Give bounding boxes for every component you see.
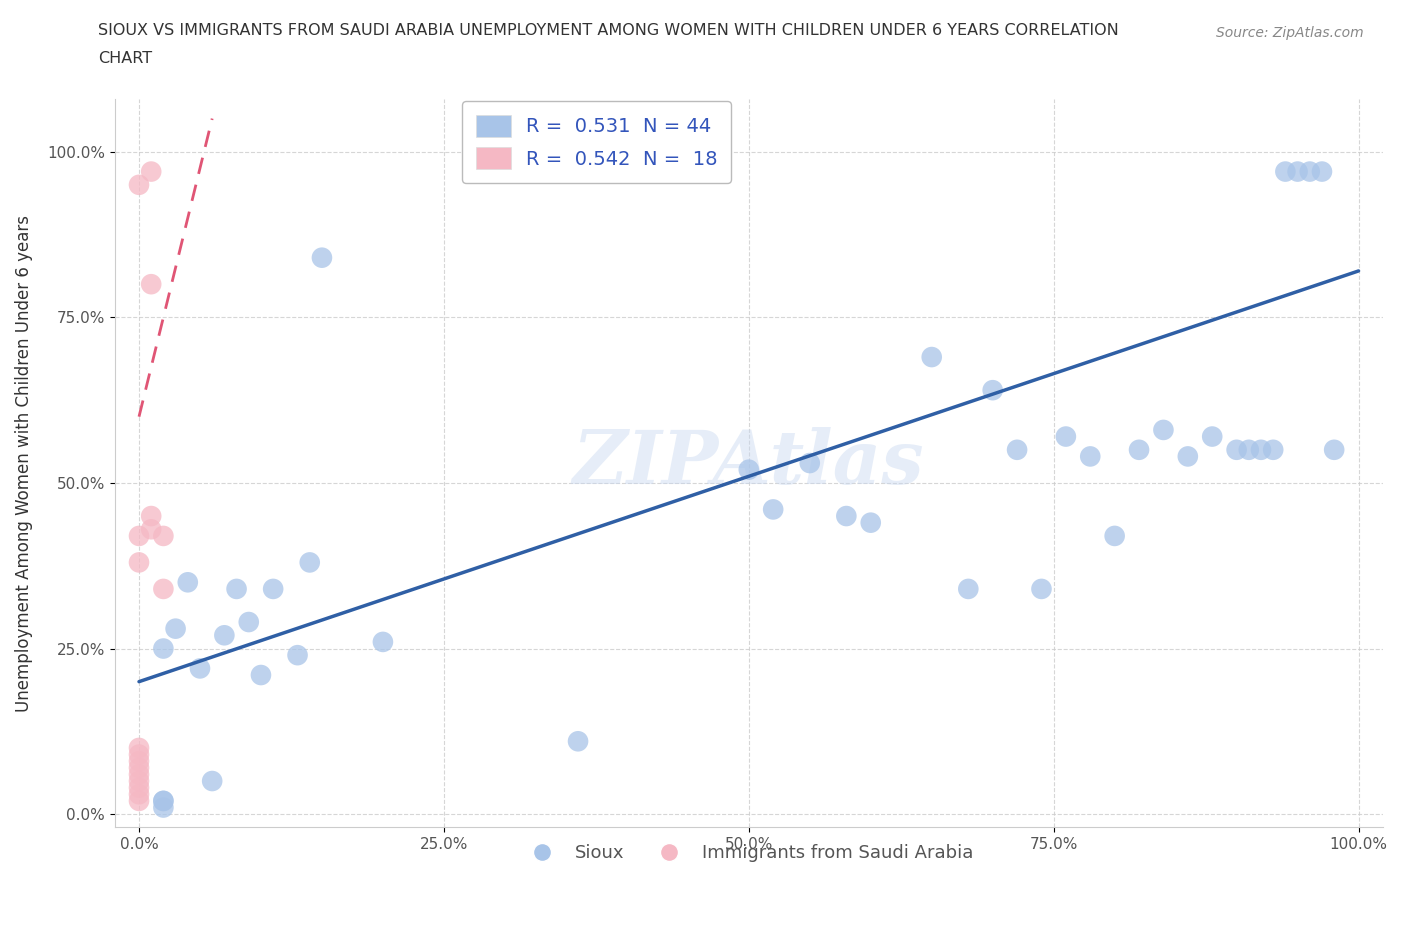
- Point: [152, 641, 174, 656]
- Point: [1299, 164, 1322, 179]
- Text: SIOUX VS IMMIGRANTS FROM SAUDI ARABIA UNEMPLOYMENT AMONG WOMEN WITH CHILDREN UND: SIOUX VS IMMIGRANTS FROM SAUDI ARABIA UN…: [98, 23, 1119, 38]
- Text: CHART: CHART: [98, 51, 152, 66]
- Point: [128, 761, 150, 776]
- Point: [1177, 449, 1199, 464]
- Point: [567, 734, 589, 749]
- Point: [287, 647, 309, 662]
- Point: [225, 581, 247, 596]
- Point: [311, 250, 333, 265]
- Point: [128, 787, 150, 802]
- Point: [250, 668, 273, 683]
- Point: [128, 528, 150, 543]
- Point: [738, 462, 761, 477]
- Point: [152, 800, 174, 815]
- Point: [141, 509, 163, 524]
- Point: [371, 634, 394, 649]
- Text: ZIPAtlas: ZIPAtlas: [574, 427, 925, 499]
- Point: [128, 740, 150, 755]
- Point: [128, 767, 150, 782]
- Point: [1263, 443, 1285, 458]
- Point: [152, 581, 174, 596]
- Point: [1310, 164, 1333, 179]
- Point: [177, 575, 200, 590]
- Y-axis label: Unemployment Among Women with Children Under 6 years: Unemployment Among Women with Children U…: [15, 215, 32, 711]
- Point: [835, 509, 858, 524]
- Point: [1274, 164, 1296, 179]
- Point: [141, 277, 163, 292]
- Point: [1286, 164, 1309, 179]
- Point: [981, 383, 1004, 398]
- Point: [1201, 429, 1223, 444]
- Point: [152, 793, 174, 808]
- Legend: Sioux, Immigrants from Saudi Arabia: Sioux, Immigrants from Saudi Arabia: [517, 837, 980, 870]
- Point: [1323, 443, 1346, 458]
- Point: [128, 780, 150, 795]
- Point: [1250, 443, 1272, 458]
- Point: [1031, 581, 1053, 596]
- Point: [152, 793, 174, 808]
- Point: [238, 615, 260, 630]
- Point: [1128, 443, 1150, 458]
- Point: [128, 753, 150, 768]
- Point: [128, 774, 150, 789]
- Point: [957, 581, 980, 596]
- Point: [1054, 429, 1077, 444]
- Point: [921, 350, 943, 365]
- Point: [1237, 443, 1260, 458]
- Point: [201, 774, 224, 789]
- Point: [1078, 449, 1101, 464]
- Point: [1104, 528, 1126, 543]
- Point: [152, 528, 174, 543]
- Point: [214, 628, 236, 643]
- Point: [188, 661, 211, 676]
- Point: [859, 515, 882, 530]
- Point: [1152, 422, 1174, 437]
- Point: [128, 555, 150, 570]
- Point: [128, 747, 150, 762]
- Point: [128, 793, 150, 808]
- Point: [298, 555, 321, 570]
- Point: [165, 621, 187, 636]
- Point: [762, 502, 785, 517]
- Point: [128, 178, 150, 193]
- Point: [141, 522, 163, 537]
- Point: [1226, 443, 1249, 458]
- Point: [141, 164, 163, 179]
- Point: [799, 456, 821, 471]
- Point: [262, 581, 284, 596]
- Text: Source: ZipAtlas.com: Source: ZipAtlas.com: [1216, 26, 1364, 40]
- Point: [1005, 443, 1028, 458]
